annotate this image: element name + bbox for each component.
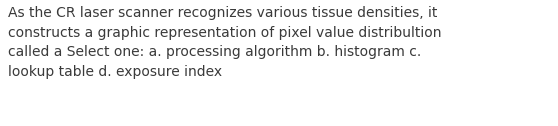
Text: As the CR laser scanner recognizes various tissue densities, it
constructs a gra: As the CR laser scanner recognizes vario… (8, 6, 441, 79)
